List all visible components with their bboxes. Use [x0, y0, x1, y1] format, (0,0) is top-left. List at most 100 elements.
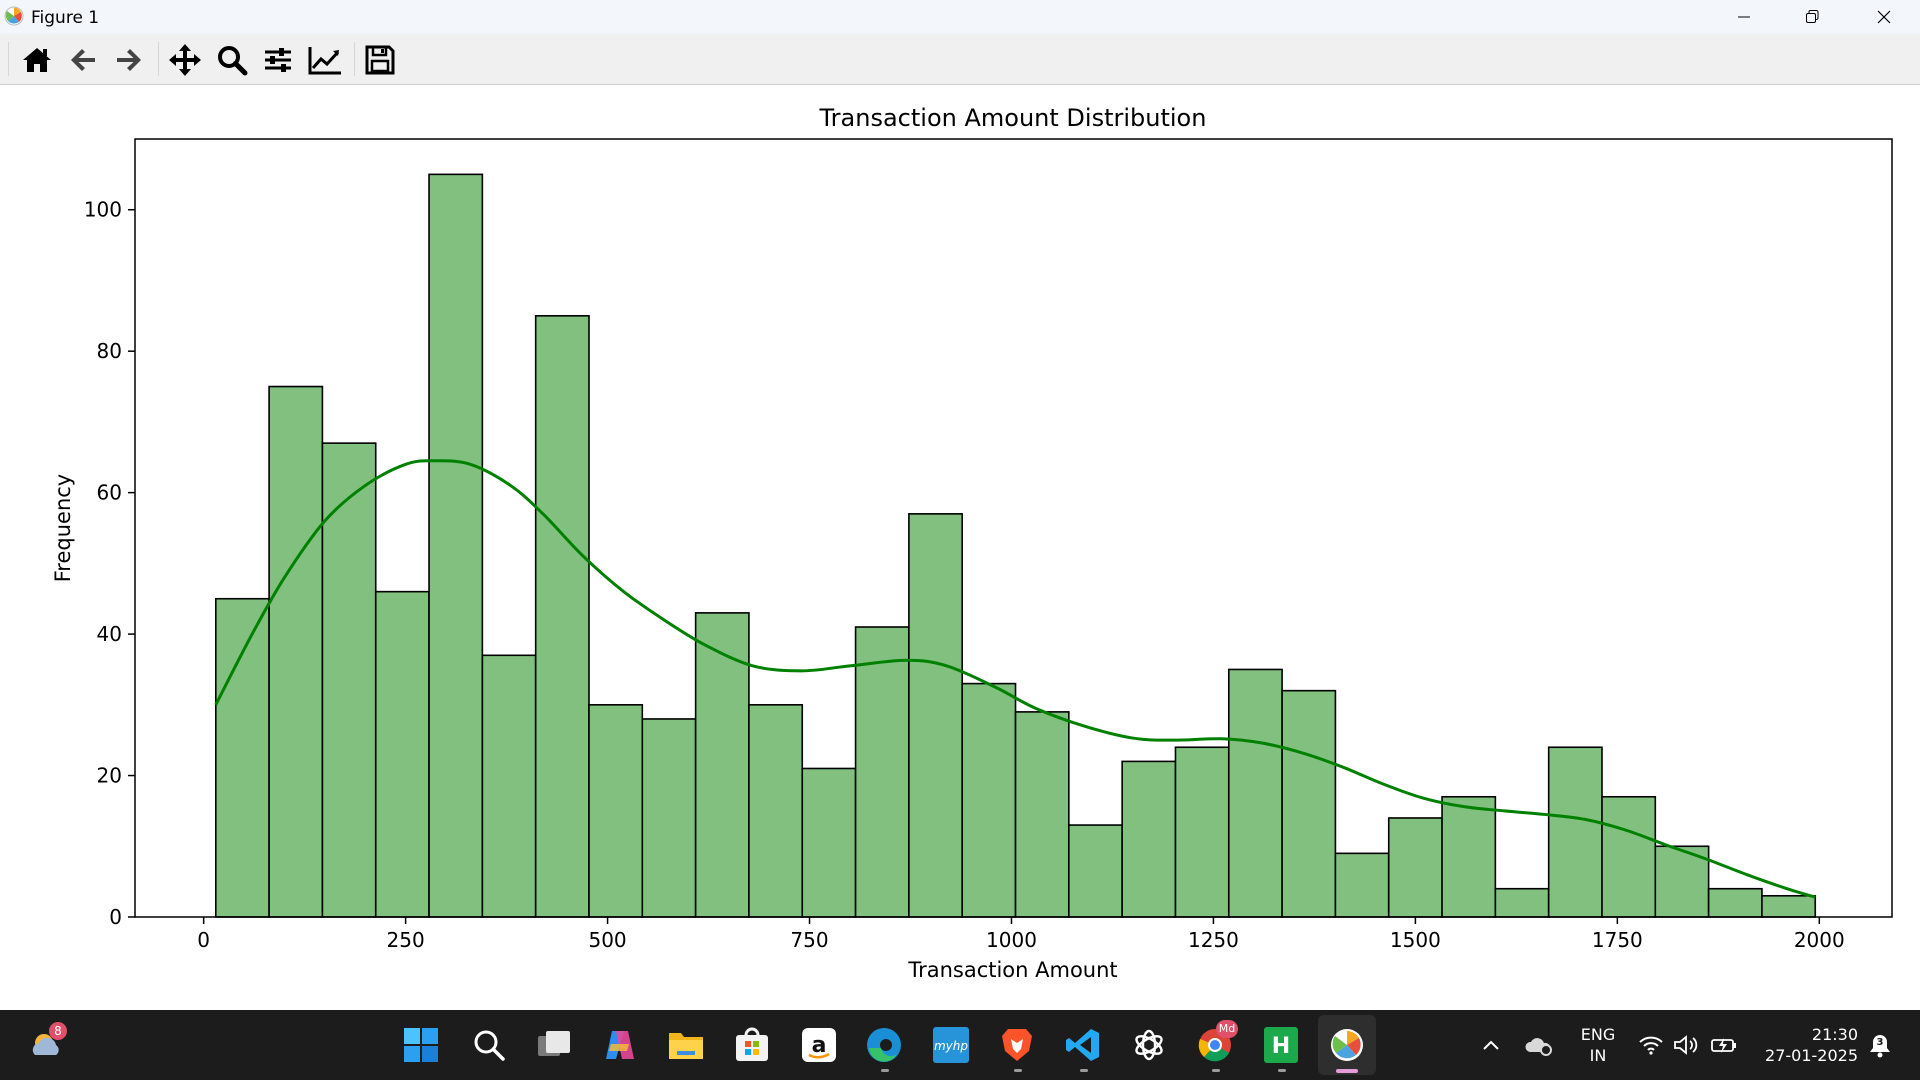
matplotlib-app-icon: [4, 6, 24, 26]
weather-icon: [32, 1034, 59, 1055]
start-button[interactable]: [401, 1025, 441, 1065]
brave-button[interactable]: [997, 1025, 1037, 1065]
zoom-button[interactable]: [212, 40, 252, 80]
language-indicator[interactable]: ENG IN: [1573, 1024, 1623, 1066]
histogram-bar: [1281, 689, 1337, 918]
battery-status[interactable]: [1709, 1025, 1739, 1065]
brave-running-indicator: [1014, 1069, 1022, 1072]
histogram-bar: [1601, 795, 1657, 918]
plot-area-frame: [134, 138, 1893, 918]
histogram-bar: [641, 718, 697, 918]
y-axis-ticks: 0 20 40 60 80 100: [84, 198, 135, 929]
myhp-button[interactable]: myhp: [931, 1025, 971, 1065]
restore-button[interactable]: [1778, 0, 1846, 34]
clock-date: 27-01-2025: [1765, 1046, 1858, 1065]
microsoft-store-button[interactable]: [732, 1025, 772, 1065]
title-bar: Figure 1: [0, 0, 1920, 34]
histogram-bar: [961, 682, 1017, 918]
histogram-bar: [1227, 668, 1283, 918]
clock[interactable]: 21:30 27-01-2025: [1752, 1024, 1858, 1066]
volume-icon: [1674, 1035, 1698, 1055]
vscode-button[interactable]: [1063, 1025, 1103, 1065]
forward-button[interactable]: [109, 40, 149, 80]
amazon-button[interactable]: a: [799, 1025, 839, 1065]
onedrive-button[interactable]: [1521, 1025, 1557, 1065]
vscode-icon: [1066, 1029, 1099, 1061]
edge-button[interactable]: [864, 1025, 904, 1065]
x-tick-label: 1000: [986, 928, 1037, 952]
weather-badge: 8: [49, 1022, 67, 1040]
histogram-bar: [854, 626, 910, 918]
save-button[interactable]: [360, 40, 400, 80]
x-tick-label: 500: [588, 928, 626, 952]
file-explorer-button[interactable]: [666, 1025, 706, 1065]
x-tick-label: 1500: [1390, 928, 1441, 952]
figure-canvas: Transaction Amount Distribution 0 250 500 7…: [0, 85, 1920, 1010]
histogram-bar: [1174, 746, 1230, 918]
myhp-icon: myhp: [933, 1027, 969, 1063]
histogram-bar: [1547, 746, 1603, 918]
volume-status[interactable]: [1671, 1025, 1701, 1065]
search-button[interactable]: [469, 1025, 509, 1065]
histogram-bar: [268, 385, 324, 918]
wifi-status[interactable]: [1636, 1025, 1666, 1065]
search-icon: [474, 1030, 505, 1061]
language-label: ENG: [1580, 1025, 1616, 1044]
histogram-bar: [1387, 817, 1443, 918]
histogram-bar: [801, 767, 857, 918]
back-button[interactable]: [63, 40, 103, 80]
toolbar-separator: [158, 42, 159, 76]
configure-subplots-button[interactable]: [258, 40, 298, 80]
y-axis-label: Frequency: [51, 474, 75, 583]
battery-charging-icon: [1711, 1038, 1736, 1053]
hackerrank-button[interactable]: H: [1261, 1025, 1301, 1065]
x-tick-label: 1750: [1592, 928, 1643, 952]
minimize-button[interactable]: [1710, 0, 1778, 34]
kde-line: [214, 459, 1816, 899]
show-hidden-icons-button[interactable]: [1471, 1025, 1511, 1065]
hackerrank-running-indicator: [1278, 1069, 1286, 1072]
chart-title: Transaction Amount Distribution: [819, 104, 1207, 132]
matplotlib-button[interactable]: [1327, 1025, 1367, 1065]
x-tick-label: 0: [197, 928, 210, 952]
x-tick-label: 750: [790, 928, 828, 952]
edit-axis-icon: [308, 47, 341, 75]
histogram-bar: [1707, 887, 1763, 918]
close-button[interactable]: [1850, 0, 1918, 34]
configure-subplots-icon: [265, 48, 291, 72]
weather-badge-text: 8: [54, 1024, 62, 1038]
matplotlib-icon: [1331, 1029, 1363, 1061]
notification-badge-text: 3: [1876, 1037, 1884, 1048]
histogram-bar: [908, 513, 964, 918]
pan-icon: [169, 44, 201, 76]
histogram-bar: [588, 704, 644, 918]
copilot-icon: [606, 1031, 634, 1059]
histogram-chart[interactable]: Transaction Amount Distribution 0 250 500 7…: [0, 85, 1920, 1010]
notification-center-button[interactable]: [1865, 1025, 1895, 1065]
back-arrow-icon: [71, 49, 95, 71]
matplotlib-active-indicator: [1336, 1069, 1358, 1073]
window-title: Figure 1: [31, 8, 100, 28]
pan-button[interactable]: [165, 40, 205, 80]
home-button[interactable]: [17, 40, 57, 80]
chrome-profile-badge: Md: [1216, 1020, 1238, 1038]
microsoft-store-icon: [736, 1027, 768, 1061]
vscode-running-indicator: [1080, 1069, 1088, 1072]
task-view-button[interactable]: [534, 1025, 574, 1065]
histogram-bar: [1494, 887, 1550, 918]
wifi-icon: [1639, 1036, 1663, 1055]
windows-taskbar: 8 a myhp Md H: [0, 1010, 1920, 1080]
myhp-label: myhp: [934, 1039, 968, 1053]
histogram-bar: [694, 612, 750, 918]
copilot-button[interactable]: [600, 1025, 640, 1065]
histogram-bar: [1761, 894, 1817, 918]
x-tick-label: 1250: [1188, 928, 1239, 952]
y-tick-label: 0: [109, 905, 122, 929]
edit-axis-button[interactable]: [305, 40, 345, 80]
clock-time: 21:30: [1811, 1025, 1858, 1044]
y-tick-label: 20: [97, 764, 122, 788]
chatgpt-icon: [1135, 1029, 1163, 1061]
weather-widget[interactable]: [27, 1025, 67, 1065]
save-icon: [365, 45, 395, 75]
chatgpt-button[interactable]: [1129, 1025, 1169, 1065]
